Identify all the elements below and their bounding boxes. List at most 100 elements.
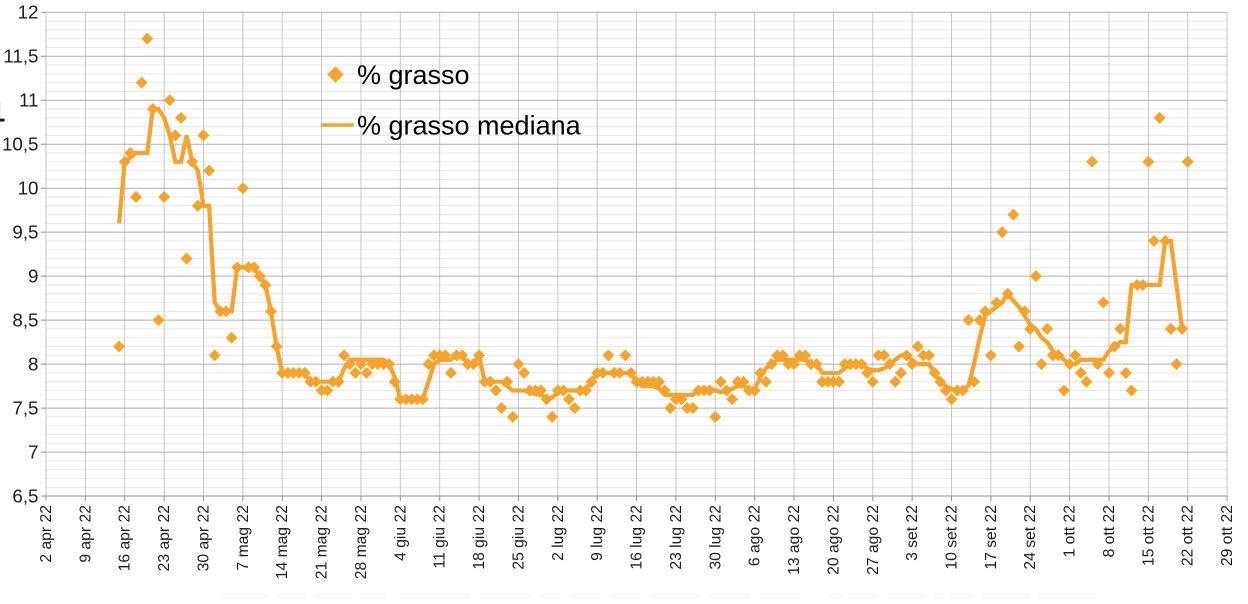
scatter-point xyxy=(1153,111,1166,124)
scatter-point xyxy=(203,164,216,177)
scatter-point xyxy=(557,384,570,397)
scatter-point xyxy=(158,190,171,203)
scatter-point xyxy=(911,340,924,353)
scatter-point xyxy=(208,349,221,362)
scatter-point xyxy=(984,349,997,362)
scatter-point xyxy=(833,375,846,388)
scatter-point xyxy=(174,111,187,124)
scatter-point xyxy=(596,366,609,379)
x-axis-label: 6 ago 22 xyxy=(747,505,764,566)
scatter-point xyxy=(489,384,502,397)
clipped-text-fragment xyxy=(360,593,385,599)
scatter-point xyxy=(1176,322,1189,335)
scatter-point xyxy=(349,366,362,379)
x-axis-label: 18 giu 22 xyxy=(471,505,488,570)
scatter-point xyxy=(568,402,581,415)
x-axis-label: 30 lug 22 xyxy=(707,505,724,570)
vertical-gridlines xyxy=(45,12,1228,497)
scatter-point xyxy=(788,358,801,371)
scatter-point xyxy=(180,252,193,265)
scatter-point xyxy=(191,199,204,212)
scatter-point xyxy=(338,349,351,362)
scatter-point xyxy=(894,366,907,379)
scatter-point xyxy=(563,393,576,406)
x-axis-label: 25 giu 22 xyxy=(510,505,527,570)
scatter-point xyxy=(1007,208,1020,221)
x-axis-label: 4 giu 22 xyxy=(392,505,409,561)
y-axis-label: 8 xyxy=(28,353,38,374)
x-axis-label: 15 ott 22 xyxy=(1140,505,1157,566)
scatter-point xyxy=(1074,366,1087,379)
scatter-point xyxy=(1080,375,1093,388)
legend: % grasso % grasso mediana xyxy=(321,60,582,141)
scatter-point xyxy=(1024,322,1037,335)
scatter-point xyxy=(855,358,868,371)
x-axis-labels: 2 apr 22 9 apr 22 16 apr 22 23 apr 22 30 apr… xyxy=(38,505,1236,579)
scatter-point xyxy=(1114,322,1127,335)
clipped-bottom-text-row xyxy=(219,593,1096,599)
x-axis-label: 11 giu 22 xyxy=(432,505,449,568)
scatter-point xyxy=(298,366,311,379)
scatter-point xyxy=(163,94,176,107)
y-axis-label: 6,5 xyxy=(12,485,38,506)
scatter-point xyxy=(129,190,142,203)
scatter-point xyxy=(309,375,322,388)
scatter-point xyxy=(1069,349,1082,362)
x-axis-label: 30 apr 22 xyxy=(195,505,212,571)
x-axis-label: 20 ago 22 xyxy=(825,505,842,575)
scatter-point xyxy=(624,366,637,379)
legend-label-grasso: % grasso xyxy=(357,60,470,90)
scatter-point xyxy=(501,375,514,388)
scatter-point xyxy=(444,366,457,379)
major-gridlines xyxy=(46,11,1228,497)
clipped-text-fragment xyxy=(540,593,560,599)
scatter-point xyxy=(759,375,772,388)
scatter-point xyxy=(416,393,429,406)
scatter-point xyxy=(1097,296,1110,309)
y-axis-label: 11 xyxy=(19,90,39,111)
x-axis-label: 17 set 22 xyxy=(983,505,1000,570)
clipped-text-fragment xyxy=(951,593,975,599)
scatter-point xyxy=(619,349,632,362)
scatter-point xyxy=(383,358,396,371)
scatter-point xyxy=(810,358,823,371)
scatter-point xyxy=(1125,384,1138,397)
tick-marks xyxy=(41,11,1228,502)
scatter-point xyxy=(343,358,356,371)
x-axis-label: 1 ott 22 xyxy=(1062,505,1079,557)
x-axis-label: 8 ott 22 xyxy=(1101,505,1118,557)
scatter-point xyxy=(225,331,238,344)
scatter-point xyxy=(1147,234,1160,247)
y-axis-labels: 6,5 7 7,5 8 8,5 9 9,5 10 10,5 11 11,5 12 xyxy=(2,2,39,507)
scatter-point xyxy=(861,366,874,379)
scatter-point xyxy=(754,366,767,379)
y-axis-label: 9 xyxy=(28,265,38,286)
scatter-point xyxy=(197,129,210,142)
clipped-text-fragment xyxy=(610,593,640,599)
scatter-point xyxy=(135,76,148,89)
clipped-text-fragment xyxy=(313,593,352,599)
scatter-point xyxy=(540,393,553,406)
scatter-point xyxy=(939,384,952,397)
scatter-point xyxy=(141,32,154,45)
scatter-point xyxy=(866,375,879,388)
scatter-point xyxy=(512,358,525,371)
scatter-point xyxy=(146,103,159,116)
scatter-point xyxy=(883,358,896,371)
scatter-point xyxy=(1091,358,1104,371)
scatter-point xyxy=(714,375,727,388)
scatter-point xyxy=(1035,358,1048,371)
scatter-point xyxy=(248,261,261,274)
y-axis-label: 8,5 xyxy=(12,309,38,330)
scatter-point xyxy=(546,410,559,423)
scatter-point xyxy=(422,358,435,371)
x-axis-label: 23 lug 22 xyxy=(668,505,685,570)
scatter-point xyxy=(585,375,598,388)
x-axis-label: 9 lug 22 xyxy=(589,505,606,561)
scatter-point xyxy=(726,393,739,406)
scatter-point xyxy=(1136,278,1149,291)
y-axis-label: 7 xyxy=(28,441,38,462)
x-axis-label: 3 set 22 xyxy=(904,505,921,561)
scatter-point xyxy=(934,375,947,388)
